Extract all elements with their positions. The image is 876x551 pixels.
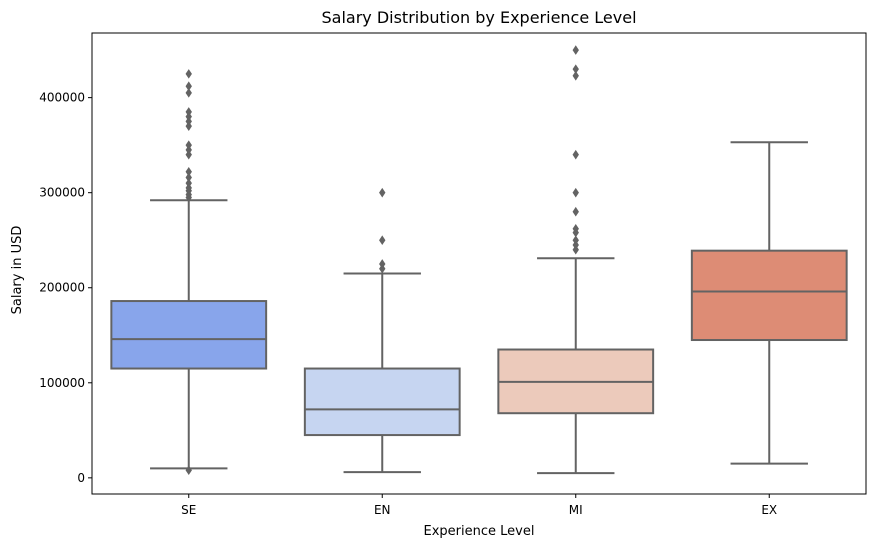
x-axis-label: Experience Level <box>424 524 535 539</box>
x-tick-label: EN <box>374 503 391 517</box>
y-axis-label: Salary in USD <box>10 226 25 315</box>
outlier-point-mi <box>572 64 579 74</box>
x-tick-label: EX <box>761 503 777 517</box>
outlier-point-se <box>185 88 192 98</box>
outlier-point-mi <box>572 187 579 198</box>
x-tick-label: MI <box>569 503 583 517</box>
y-tick-label: 100000 <box>39 376 85 390</box>
x-tick-label: SE <box>181 503 196 517</box>
outlier-point-mi <box>572 235 579 246</box>
chart-title: Salary Distribution by Experience Level <box>321 8 636 27</box>
outlier-point-en <box>379 259 386 269</box>
y-tick-label: 200000 <box>39 281 85 295</box>
outlier-point-mi <box>572 149 579 160</box>
y-tick-label: 300000 <box>39 186 85 200</box>
box-ex <box>690 249 848 342</box>
plot-frame <box>91 32 867 495</box>
outlier-point-se <box>185 140 192 150</box>
y-tick-label: 0 <box>77 471 85 485</box>
outlier-point-en <box>379 187 386 198</box>
outlier-point-mi <box>572 45 579 55</box>
outlier-point-se <box>185 166 192 177</box>
outlier-point-se <box>185 69 192 79</box>
outlier-point-se <box>185 178 192 188</box>
box-se <box>110 300 268 370</box>
plot-content: 0 100000 200000 300000 400000 SE EN MI EX <box>39 45 848 517</box>
outlier-point-se <box>185 465 192 476</box>
outlier-point-mi <box>572 224 579 234</box>
outlier-point-mi <box>572 206 579 217</box>
outlier-point-se <box>185 107 192 117</box>
outlier-point-en <box>379 235 386 246</box>
outlier-point-se <box>185 172 192 183</box>
outlier-point-se <box>185 81 192 92</box>
outlier-point-mi <box>572 70 579 81</box>
y-tick-label: 400000 <box>39 91 85 105</box>
box-en <box>303 367 461 437</box>
